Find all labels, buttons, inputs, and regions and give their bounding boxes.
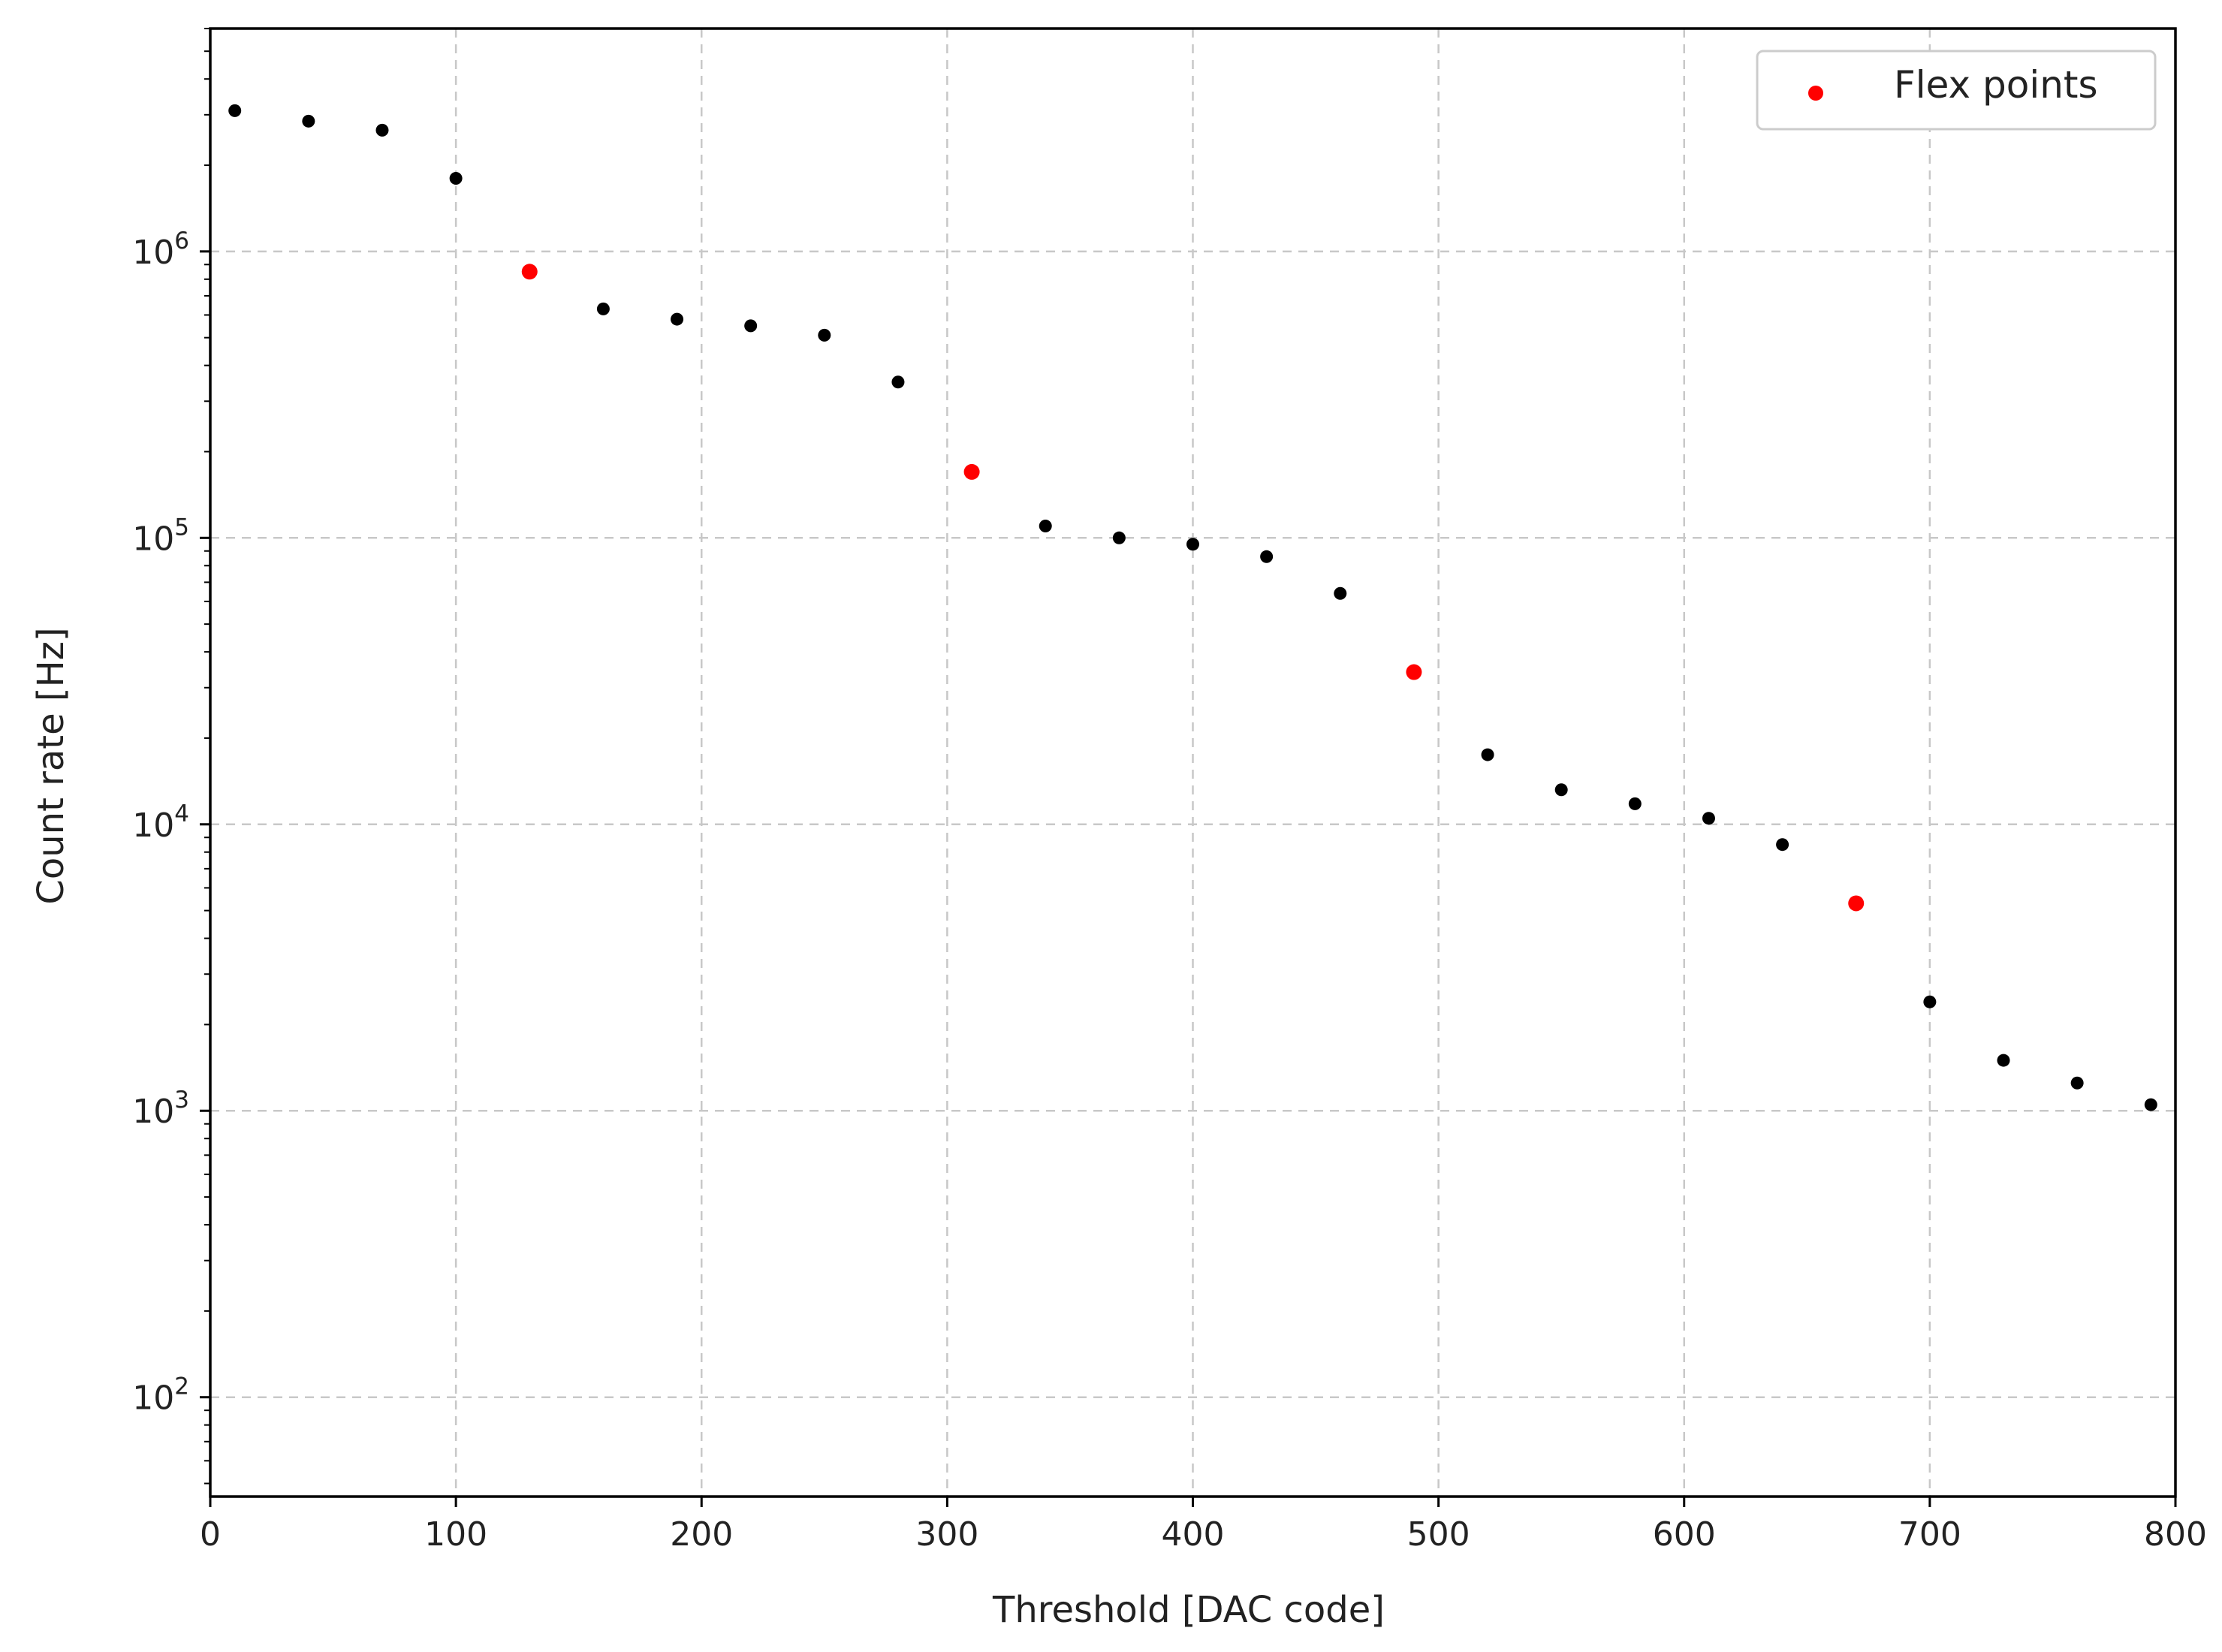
data-point [744, 319, 758, 333]
x-axis: 0 100 200 300 400 500 600 700 800 [200, 1497, 2207, 1554]
data-point [1112, 531, 1126, 544]
legend-label: Flex points [1894, 63, 2098, 107]
data-point [1776, 838, 1789, 852]
x-tick-label: 0 [200, 1515, 221, 1554]
data-point [1186, 538, 1199, 551]
data-point [449, 171, 463, 185]
data-point [1039, 520, 1052, 533]
data-points [228, 104, 2157, 1111]
data-point [2144, 1098, 2157, 1111]
data-point [1702, 812, 1715, 825]
data-point [1481, 748, 1494, 761]
x-tick-label: 100 [424, 1515, 487, 1554]
data-point [1554, 783, 1568, 797]
data-point [818, 328, 831, 342]
x-tick-label: 400 [1162, 1515, 1225, 1554]
y-axis-label: Count rate [Hz] [30, 627, 72, 904]
x-tick-label: 800 [2144, 1515, 2207, 1554]
legend-marker [1808, 86, 1823, 101]
data-point [1334, 586, 1347, 600]
y-tick-label: 104 [132, 800, 189, 845]
x-tick-label: 200 [670, 1515, 733, 1554]
legend-box [1756, 50, 2157, 131]
data-point [375, 123, 389, 137]
data-point [1997, 1054, 2010, 1067]
data-point [1628, 797, 1642, 810]
x-tick-label: 300 [915, 1515, 978, 1554]
x-tick-label: 700 [1898, 1515, 1961, 1554]
data-point [596, 302, 610, 315]
y-tick-label: 102 [132, 1373, 189, 1418]
data-point [2070, 1076, 2084, 1090]
flex-point [521, 264, 538, 280]
data-point [1260, 550, 1274, 563]
y-axis: 102 103 104 105 106 [132, 228, 210, 1418]
flex-point [1848, 895, 1865, 912]
y-tick-label: 103 [132, 1087, 189, 1131]
flex-point [963, 463, 980, 480]
flex-point [1406, 664, 1422, 680]
data-point [228, 104, 242, 117]
data-point [671, 312, 684, 326]
legend: Flex points [1756, 50, 2157, 131]
data-point [302, 114, 315, 128]
plot-frame [209, 27, 2177, 1498]
y-tick-label: 105 [132, 514, 189, 558]
data-point [1923, 995, 1937, 1008]
data-point [891, 375, 905, 389]
x-axis-label: Threshold [DAC code] [992, 1589, 1385, 1631]
x-tick-label: 500 [1407, 1515, 1470, 1554]
x-tick-label: 600 [1653, 1515, 1716, 1554]
y-tick-label: 106 [132, 228, 189, 272]
